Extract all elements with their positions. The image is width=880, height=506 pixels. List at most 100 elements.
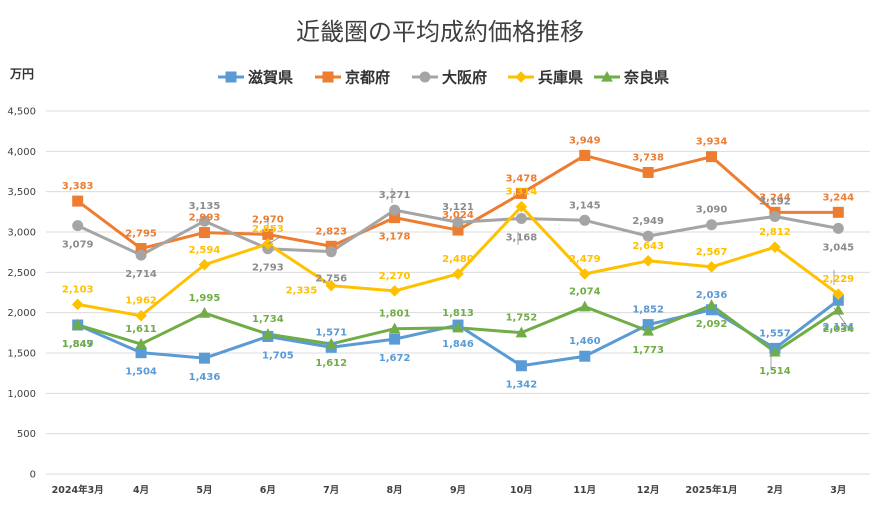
data-point <box>579 350 591 362</box>
data-label: 3,383 <box>62 181 94 192</box>
data-label: 1,504 <box>125 367 157 378</box>
data-point <box>832 303 845 315</box>
plot-area: 1,847 1,504 1,436 1,705 1,571 1,672 1,846 1,342… <box>62 135 854 390</box>
x-tick-label: 10月 <box>510 485 533 496</box>
legend-label: 京都府 <box>345 69 390 87</box>
legend-item: 滋賀県 <box>218 69 293 87</box>
data-label: 1,995 <box>189 293 221 304</box>
data-point <box>262 328 274 339</box>
y-tick-label: 1,000 <box>7 389 36 400</box>
data-point <box>832 288 845 300</box>
y-tick-label: 1,500 <box>7 349 36 360</box>
x-tick-label: 12月 <box>637 485 660 496</box>
data-point <box>135 347 147 359</box>
data-point <box>389 333 401 345</box>
data-label: 1,849 <box>62 339 94 350</box>
data-label: 2,823 <box>315 226 347 237</box>
label-leader-line <box>267 235 283 245</box>
data-point <box>71 318 84 330</box>
x-tick-label: 6月 <box>260 485 276 496</box>
data-label: 2,949 <box>632 216 664 227</box>
legend-item: 兵庫県 <box>508 69 583 87</box>
data-point <box>515 200 528 213</box>
data-label: 1,752 <box>506 313 538 324</box>
data-label: 2,229 <box>822 274 854 285</box>
legend-marker <box>225 71 237 83</box>
legend-marker <box>515 71 527 83</box>
legend-label: 大阪府 <box>442 69 487 87</box>
legend-label: 兵庫県 <box>538 69 583 87</box>
data-point <box>769 345 781 357</box>
data-point <box>262 228 274 240</box>
data-point <box>71 298 84 311</box>
data-point <box>579 214 591 226</box>
data-point <box>388 285 401 297</box>
data-label: 1,612 <box>315 358 347 369</box>
data-label: 3,145 <box>569 200 601 211</box>
y-axis-ticks: 0 500 1,000 1,500 2,000 2,500 3,000 3,500 4,000 4… <box>7 107 36 481</box>
data-point <box>388 322 401 334</box>
data-point <box>642 319 654 331</box>
data-label: 1,514 <box>759 366 791 377</box>
data-label: 2,567 <box>696 247 728 258</box>
y-tick-label: 3,500 <box>7 187 36 198</box>
data-label: 2,034 <box>822 324 854 335</box>
legend-item: 大阪府 <box>412 69 487 87</box>
data-label: 2,643 <box>632 241 664 252</box>
data-point <box>515 212 527 224</box>
x-tick-label: 2024年3月 <box>52 484 104 496</box>
data-point <box>769 241 781 253</box>
data-label: 2,335 <box>286 286 318 297</box>
data-label: 2,812 <box>759 227 791 238</box>
data-point <box>642 166 654 178</box>
data-label: 2,793 <box>252 263 284 274</box>
x-tick-label: 4月 <box>133 485 149 496</box>
data-point <box>135 309 147 322</box>
data-label: 1,460 <box>569 336 601 347</box>
data-label: 1,813 <box>442 308 474 319</box>
data-point <box>706 219 718 231</box>
series-markers <box>71 149 845 372</box>
data-label: 1,571 <box>315 327 347 338</box>
data-label: 2,036 <box>696 290 728 301</box>
legend-marker <box>601 70 613 82</box>
data-label: 1,436 <box>189 372 221 383</box>
data-labels: 1,847 1,504 1,436 1,705 1,571 1,672 1,846 1,342… <box>62 135 854 390</box>
data-label: 2,853 <box>252 224 284 235</box>
data-point <box>832 206 844 218</box>
data-point <box>705 299 718 310</box>
data-point <box>325 246 337 258</box>
data-point <box>135 243 147 255</box>
data-point <box>642 255 654 267</box>
data-point <box>325 279 338 292</box>
data-point <box>642 324 654 336</box>
x-axis-ticks: 2024年3月 4月 5月 6月 7月 8月 9月 10月 11月 12月 2025年1月 2月 3月 <box>52 484 847 496</box>
y-tick-label: 3,000 <box>7 228 36 239</box>
y-tick-label: 4,000 <box>7 147 36 158</box>
data-point <box>705 261 718 273</box>
data-label: 2,993 <box>189 213 221 224</box>
x-tick-label: 9月 <box>450 485 466 496</box>
data-point <box>515 187 527 199</box>
data-label: 3,079 <box>62 240 94 251</box>
data-label: 1,705 <box>262 350 294 361</box>
data-point <box>452 216 464 228</box>
data-label: 2,074 <box>569 287 601 298</box>
data-point <box>72 195 84 207</box>
data-label: 2,480 <box>442 254 474 265</box>
data-point <box>769 211 781 223</box>
data-point <box>325 337 338 349</box>
data-label: 1,672 <box>379 353 411 364</box>
x-tick-label: 8月 <box>387 485 403 496</box>
data-label: 3,244 <box>822 192 854 203</box>
data-label: 1,852 <box>632 305 664 316</box>
chart-title: 近畿圏の平均成約価格推移 <box>296 18 584 46</box>
data-label: 1,342 <box>506 380 538 391</box>
data-label: 3,478 <box>506 173 538 184</box>
legend: 滋賀県 京都府 大阪府 兵庫県 奈良県 <box>218 69 669 87</box>
data-label: 3,121 <box>442 202 474 213</box>
data-label: 2,594 <box>189 245 221 256</box>
data-point <box>452 224 464 236</box>
data-point <box>135 337 147 349</box>
